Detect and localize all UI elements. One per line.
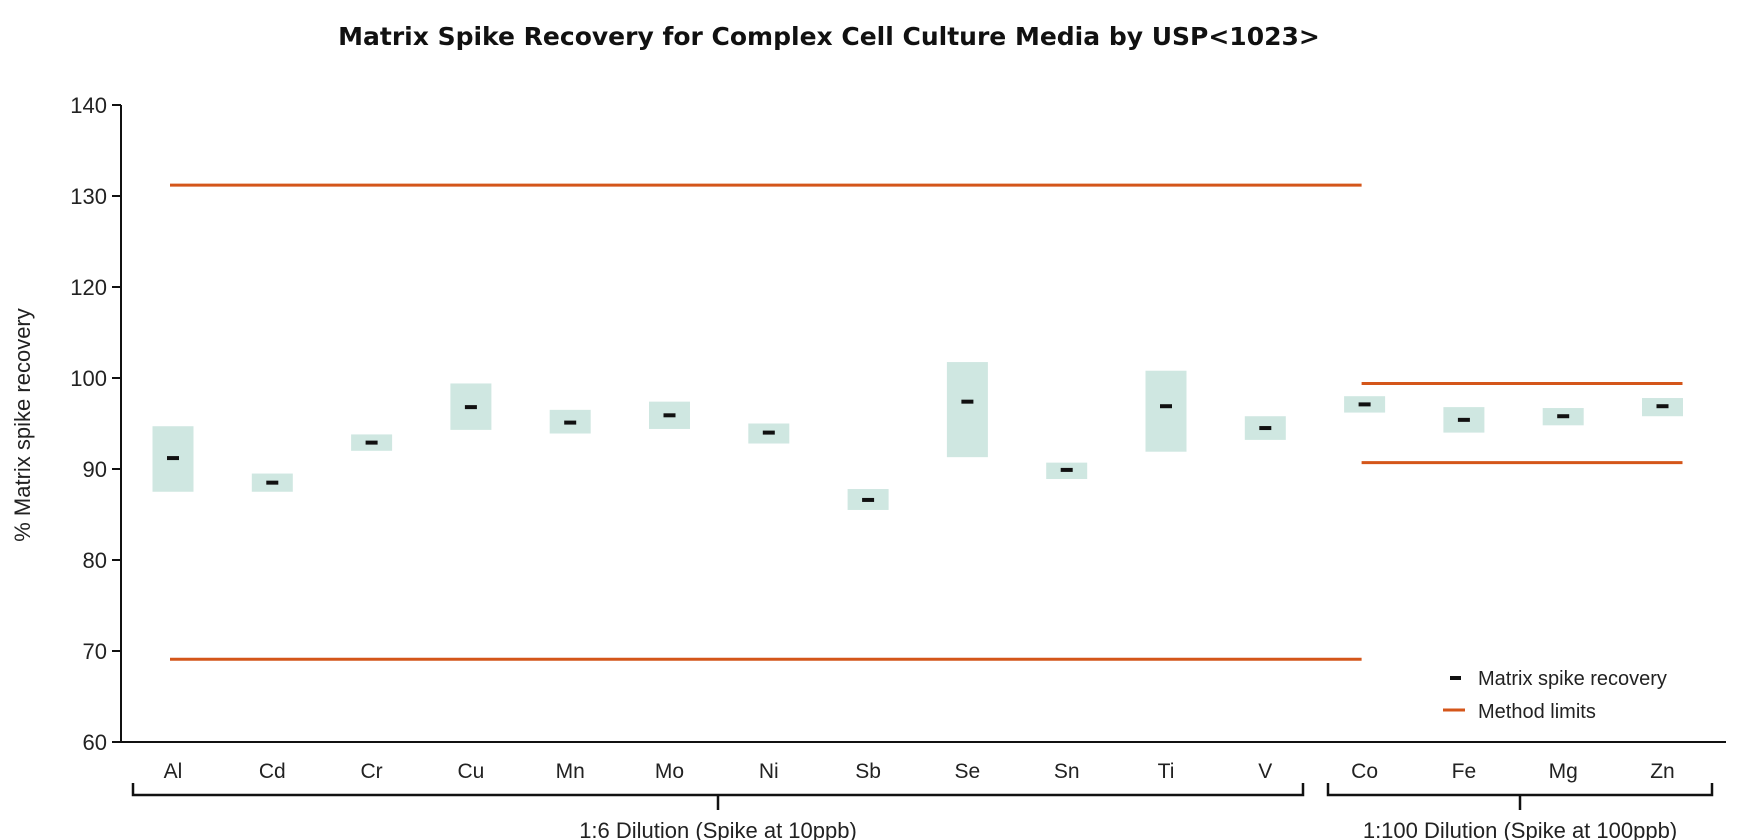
recovery-marker-Sb <box>862 497 875 502</box>
x-tick-label: Cu <box>457 760 484 783</box>
y-axis-label: % Matrix spike recovery <box>10 308 35 542</box>
range-box-Se <box>946 362 988 458</box>
chart-title: Matrix Spike Recovery for Complex Cell C… <box>338 22 1320 51</box>
x-tick-label: Al <box>164 760 183 783</box>
y-tick-label: 60 <box>83 730 107 755</box>
x-tick-label: V <box>1258 760 1272 783</box>
y-axis: 140 130 120 100 90 80 70 60 <box>70 93 122 755</box>
x-tick-label: Ni <box>759 760 779 783</box>
recovery-marker-Cu <box>464 405 477 410</box>
group-bracket <box>1326 783 1714 810</box>
x-tick-label: Fe <box>1452 760 1477 783</box>
x-tick-label: Ti <box>1158 760 1175 783</box>
x-tick-label: Sn <box>1054 760 1080 783</box>
recovery-marker-V <box>1259 426 1272 431</box>
recovery-marker-Fe <box>1457 417 1470 422</box>
recovery-marker-Al <box>167 456 179 461</box>
data-series <box>152 362 1683 510</box>
x-tick-label: Co <box>1351 760 1378 783</box>
group-label: 1:6 Dilution (Spike at 10ppb) <box>579 818 857 840</box>
y-tick-label: 130 <box>70 184 107 209</box>
recovery-marker-Zn <box>1656 404 1669 409</box>
x-tick-label: Zn <box>1650 760 1675 783</box>
recovery-marker-Sn <box>1060 467 1073 472</box>
recovery-marker-Ti <box>1160 404 1172 409</box>
x-tick-label: Sb <box>855 760 881 783</box>
recovery-marker-Co <box>1358 402 1371 407</box>
x-tick-label: Mn <box>556 760 585 783</box>
y-tick-label: 70 <box>83 639 107 664</box>
x-tick-label: Mg <box>1549 760 1578 783</box>
x-tick-label: Cd <box>259 760 286 783</box>
legend-marker-icon <box>1450 676 1461 680</box>
legend-label: Method limits <box>1478 701 1596 723</box>
range-box-Ti <box>1145 370 1187 452</box>
recovery-marker-Cd <box>266 480 279 485</box>
y-tick-label: 90 <box>83 457 107 482</box>
recovery-marker-Cr <box>365 440 378 445</box>
y-tick-label: 120 <box>70 275 107 300</box>
x-tick-label: Cr <box>361 760 383 783</box>
legend: Matrix spike recovery Method limits <box>1443 668 1667 723</box>
recovery-marker-Ni <box>762 430 775 435</box>
recovery-marker-Mg <box>1557 414 1570 419</box>
group-label: 1:100 Dilution (Spike at 100ppb) <box>1363 818 1677 840</box>
y-tick-label: 140 <box>70 93 107 118</box>
recovery-marker-Mo <box>663 413 676 418</box>
recovery-marker-Mn <box>564 420 577 425</box>
x-tick-label: Se <box>955 760 981 783</box>
y-tick-label: 100 <box>70 366 107 391</box>
group-bracket <box>131 783 1305 810</box>
recovery-marker-Se <box>961 399 974 404</box>
method-limits <box>170 183 1683 661</box>
x-tick-label: Mo <box>655 760 684 783</box>
y-tick-label: 80 <box>83 548 107 573</box>
legend-label: Matrix spike recovery <box>1478 668 1667 690</box>
x-axis: Al Cd Cr Cu Mn Mo Ni Sb Se Sn Ti V 1:6 Dilution (Spi… <box>121 741 1726 840</box>
